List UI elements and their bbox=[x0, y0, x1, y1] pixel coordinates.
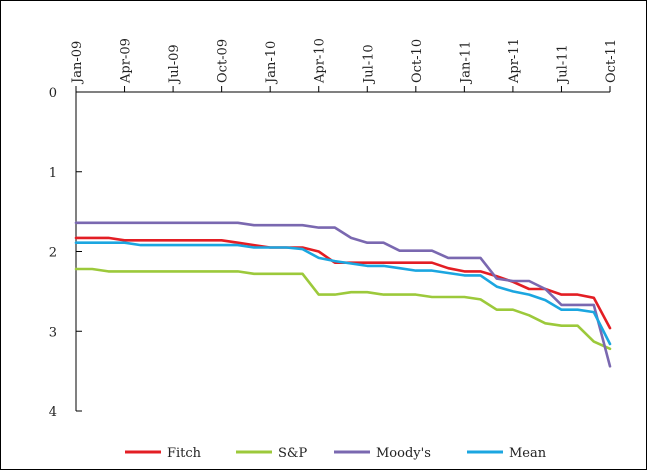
series-lines bbox=[74, 221, 612, 368]
x-tick-label: Jan-11 bbox=[458, 41, 473, 85]
x-tick-label: Jul-11 bbox=[555, 44, 570, 85]
x-tick-label: Apr-09 bbox=[119, 38, 134, 84]
x-tick-label: Jan-09 bbox=[70, 41, 85, 85]
y-tick-label: 0 bbox=[49, 86, 57, 101]
x-tick-label: Apr-10 bbox=[313, 38, 328, 84]
series-line-s-p bbox=[74, 267, 612, 351]
x-tick-label: Apr-11 bbox=[507, 38, 522, 84]
y-axis-ticks: 0 1 2 3 4 bbox=[49, 86, 82, 420]
legend: Fitch S&P Moody's Mean bbox=[125, 446, 547, 461]
x-tick-label: Jul-09 bbox=[167, 44, 182, 85]
y-tick-label: 4 bbox=[49, 405, 57, 420]
legend-label-moody-s: Moody's bbox=[376, 446, 431, 461]
legend-label-mean: Mean bbox=[509, 446, 547, 461]
y-tick-label: 1 bbox=[49, 166, 57, 181]
series-line-moody-s bbox=[74, 221, 612, 368]
x-tick-label: Oct-09 bbox=[216, 39, 231, 83]
y-tick-label: 3 bbox=[49, 325, 57, 340]
x-tick-label: Oct-11 bbox=[604, 39, 619, 83]
legend-label-fitch: Fitch bbox=[167, 446, 202, 461]
x-axis-ticks: Jan-09 Apr-09 Jul-09 Oct-09 Jan-10 Apr-10 Jul-… bbox=[70, 38, 619, 92]
y-tick-label: 2 bbox=[49, 246, 57, 261]
series-line-mean bbox=[74, 241, 612, 346]
x-tick-label: Jul-10 bbox=[361, 44, 376, 85]
x-tick-label: Jan-10 bbox=[264, 41, 279, 85]
legend-label-s-p: S&P bbox=[278, 446, 307, 461]
x-tick-label: Oct-10 bbox=[410, 39, 425, 83]
axes bbox=[75, 91, 610, 411]
